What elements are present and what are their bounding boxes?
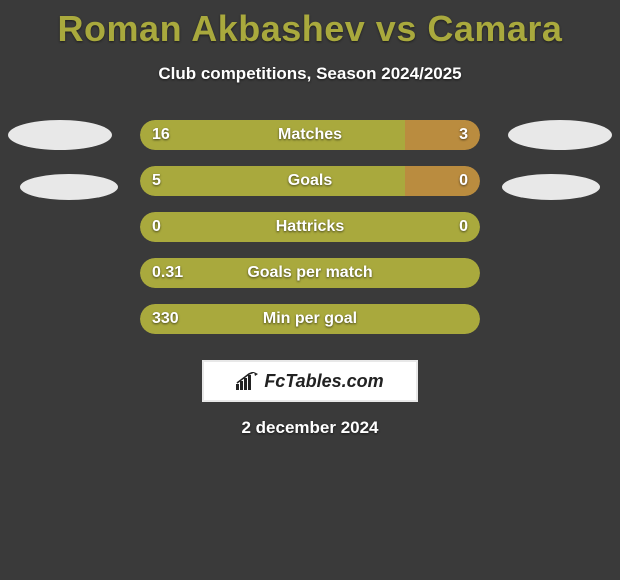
stat-row: Min per goal330 [0,296,620,342]
bar-full [140,258,480,288]
bar-track [140,258,480,288]
comparison-chart: Matches163Goals50Hattricks00Goals per ma… [0,112,620,342]
bar-full [140,212,480,242]
logo-text: FcTables.com [264,371,383,392]
comparison-infographic: Roman Akbashev vs Camara Club competitio… [0,0,620,580]
bar-right [405,166,480,196]
bar-left [140,120,405,150]
page-title: Roman Akbashev vs Camara [0,0,620,50]
bar-track [140,166,480,196]
bar-track [140,304,480,334]
subtitle: Club competitions, Season 2024/2025 [0,64,620,84]
bar-right [405,120,480,150]
fctables-icon [236,372,258,390]
bar-full [140,304,480,334]
bar-track [140,120,480,150]
stat-row: Goals50 [0,158,620,204]
stat-row: Matches163 [0,112,620,158]
date-label: 2 december 2024 [0,418,620,438]
stat-row: Hattricks00 [0,204,620,250]
bar-track [140,212,480,242]
logo-box: FcTables.com [202,360,418,402]
stat-row: Goals per match0.31 [0,250,620,296]
bar-left [140,166,405,196]
